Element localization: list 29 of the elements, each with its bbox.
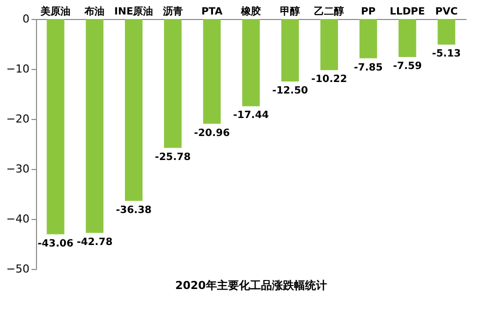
data-label: -17.44: [233, 110, 269, 122]
x-tick-label: 美原油: [40, 6, 71, 18]
x-tick-label: PTA: [201, 6, 223, 18]
y-tick-label: −50: [6, 262, 30, 276]
y-tick-label: −40: [6, 212, 30, 226]
y-tick-label: 0: [22, 12, 30, 26]
x-tick-label: 橡胶: [240, 6, 261, 18]
x-tick-label: LLDPE: [390, 6, 426, 18]
x-tick-label: PVC: [435, 6, 458, 18]
data-label: -42.78: [76, 236, 113, 248]
x-tick-label: 沥青: [162, 6, 183, 18]
text: 2020年主要化工品涨跌幅统计: [175, 279, 327, 292]
y-tick-label: −20: [6, 112, 30, 126]
data-label: -36.38: [116, 204, 152, 216]
y-tick-label: −10: [6, 62, 30, 76]
data-label: -25.78: [154, 152, 191, 163]
data-label: -20.96: [194, 128, 230, 139]
x-tick-label: PP: [360, 6, 376, 18]
data-label: -7.59: [392, 60, 422, 72]
data-label: -5.13: [432, 48, 461, 60]
data-label: -43.06: [38, 238, 74, 250]
y-tick-label: −30: [6, 162, 30, 176]
x-tick-label: INE原油: [114, 6, 154, 18]
x-tick-label: 甲醇: [280, 6, 300, 18]
x-tick-label: 布油: [84, 6, 105, 18]
data-label: -10.22: [311, 74, 348, 86]
data-label: -7.85: [354, 62, 383, 74]
data-label: -12.50: [272, 86, 308, 96]
x-tick-label: 乙二醇: [314, 6, 344, 18]
